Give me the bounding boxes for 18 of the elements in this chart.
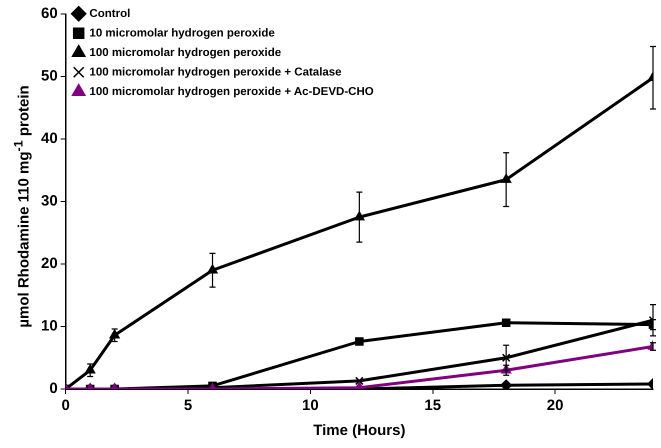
legend-label: Control [89,8,130,20]
y-tick-label: 30 [40,192,58,210]
y-tick-label: 60 [40,5,58,22]
x-axis-title: Time (Hours) [313,422,406,440]
y-tick-label: 0 [49,380,58,398]
y-tick-label: 40 [40,130,58,148]
x-tick-label: 10 [302,397,319,414]
x-tick-label: 15 [424,397,442,414]
legend-label: 100 micromolar hydrogen peroxide + Catalase [89,66,342,78]
legend-label: 100 micromolar hydrogen peroxide + Ac-DEVD-CHO [89,86,374,98]
y-tick-label: 20 [40,255,58,272]
x-tick-label: 20 [546,397,564,414]
y-tick-label: 50 [40,68,58,85]
legend-label: 10 micromolar hydrogen peroxide [89,27,275,40]
x-tick-label: 0 [62,397,70,414]
y-tick-label: 10 [40,318,58,335]
x-tick-label: 5 [184,397,192,414]
legend-label: 100 micromolar hydrogen peroxide [89,46,282,59]
